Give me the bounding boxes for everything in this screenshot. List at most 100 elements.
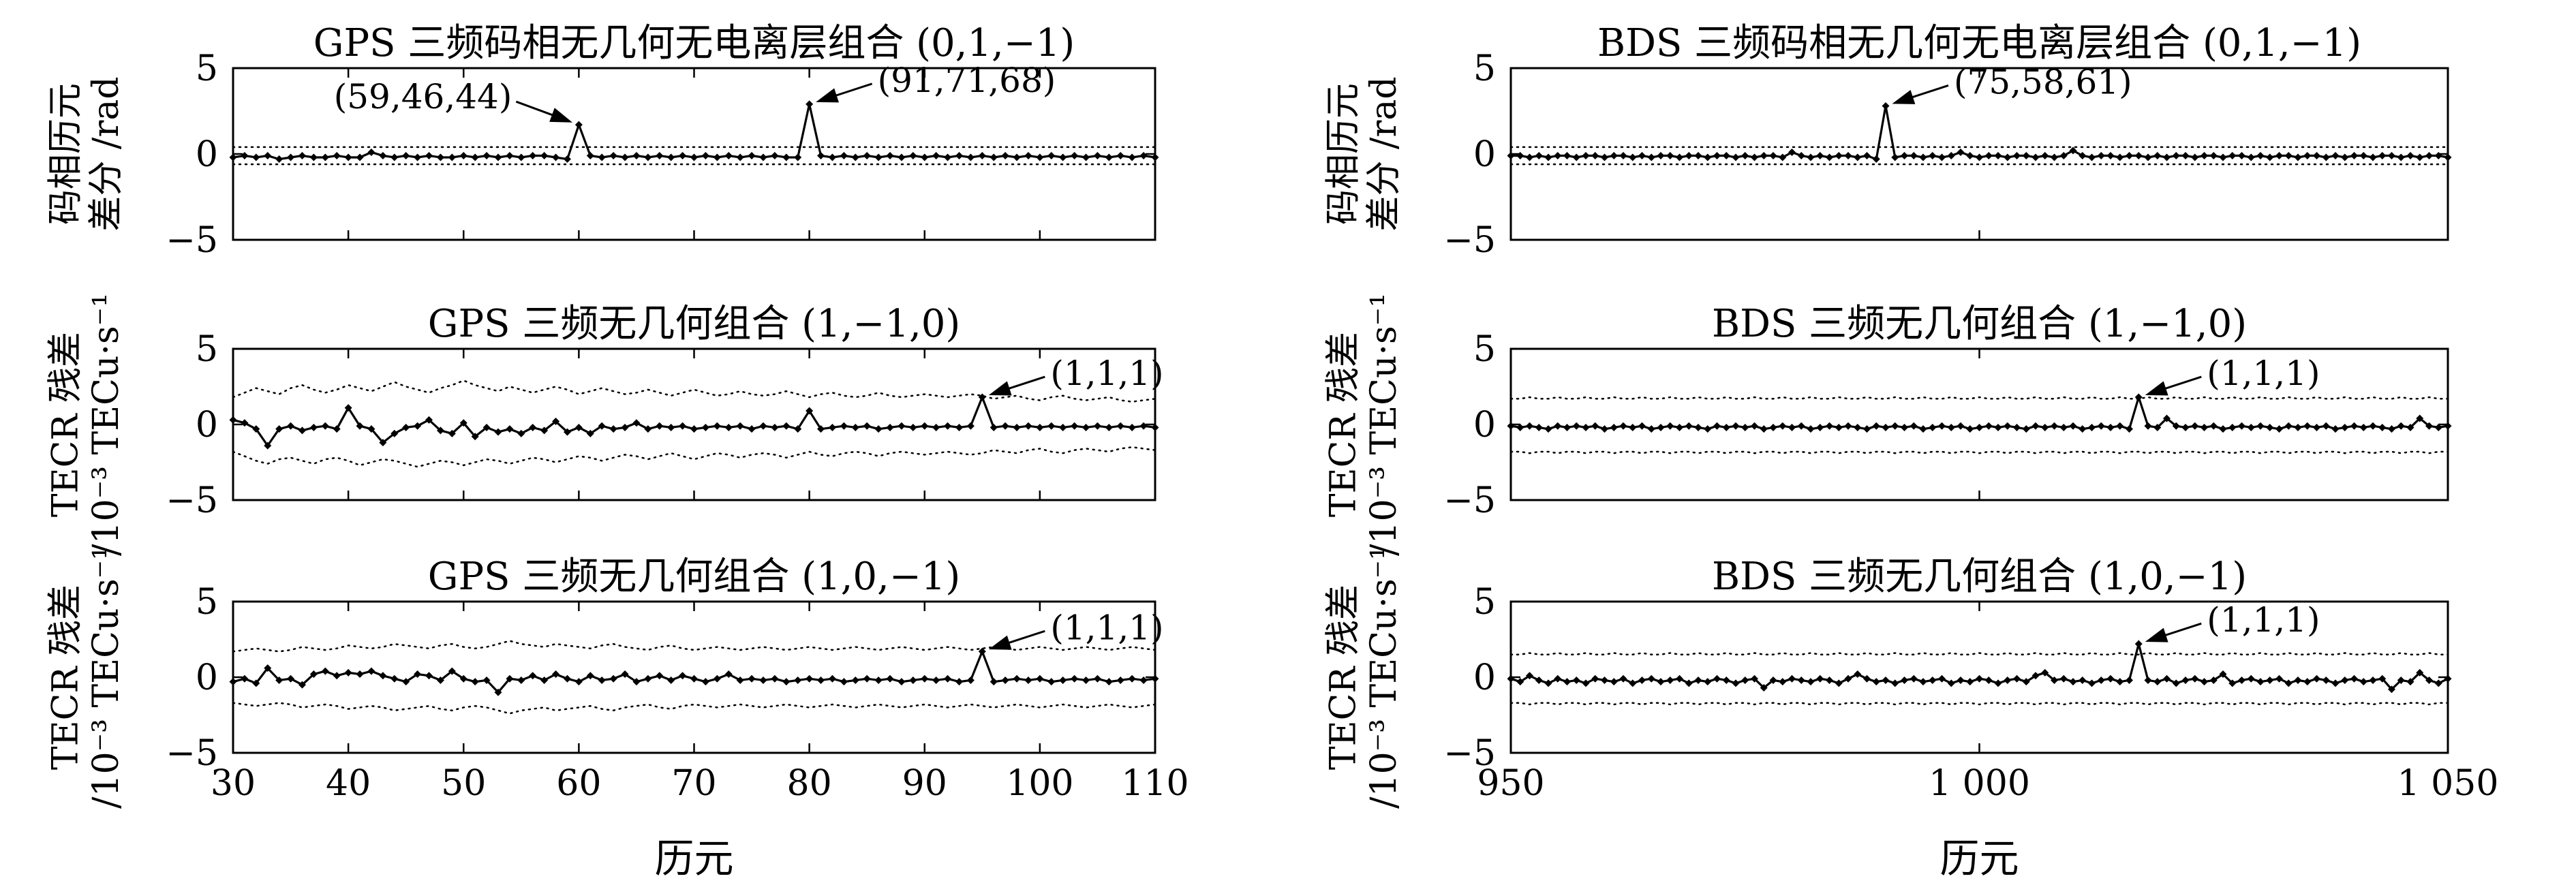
data-point	[1816, 423, 1824, 431]
data-point	[1151, 674, 1159, 683]
data-point	[724, 670, 733, 679]
data-point	[1966, 425, 1974, 433]
series-line	[1511, 106, 2449, 161]
data-point	[1891, 679, 1899, 687]
annotation-arrow-head	[988, 381, 1012, 396]
data-point	[2369, 153, 2377, 161]
data-point	[1835, 679, 1843, 687]
data-point	[966, 153, 975, 161]
data-point	[2153, 423, 2162, 431]
data-point	[909, 676, 917, 684]
y-axis-label-line: TECR 残差	[45, 332, 86, 517]
data-point	[817, 152, 825, 160]
data-point	[909, 423, 917, 431]
data-point	[459, 419, 467, 427]
data-point	[1657, 678, 1665, 686]
data-point	[598, 422, 606, 430]
data-point	[955, 423, 963, 431]
data-point	[621, 423, 629, 431]
data-point	[517, 429, 525, 437]
data-point	[2031, 422, 2040, 430]
data-point	[794, 676, 802, 684]
data-point	[2163, 414, 2171, 422]
data-point	[2247, 423, 2255, 431]
data-point	[2219, 153, 2227, 161]
data-point	[2256, 678, 2265, 686]
data-point	[898, 153, 906, 161]
data-point	[932, 423, 940, 431]
data-point	[1713, 674, 1721, 683]
data-point	[2388, 425, 2395, 433]
data-point	[298, 152, 306, 160]
data-point	[1128, 674, 1136, 683]
data-point	[1071, 674, 1079, 683]
data-point	[2097, 676, 2105, 684]
data-point	[1882, 102, 1890, 110]
data-point	[2444, 674, 2452, 683]
data-point	[1741, 676, 1749, 684]
data-point	[482, 152, 491, 160]
y-tick-label: 0	[1473, 405, 1496, 446]
data-point	[1610, 423, 1618, 431]
data-point	[1001, 676, 1009, 684]
data-point	[1563, 678, 1571, 686]
y-axis-label-line: /10⁻³ TECu·s⁻¹	[1364, 293, 1405, 556]
data-point	[402, 423, 410, 431]
data-point	[1024, 422, 1032, 430]
x-tick-label: 100	[1006, 763, 1073, 804]
data-point	[2444, 422, 2452, 430]
data-point	[1544, 153, 1552, 161]
data-point	[806, 100, 814, 108]
data-point	[1713, 152, 1721, 160]
y-tick-label: 5	[196, 582, 218, 623]
data-point	[782, 153, 791, 161]
data-point	[1984, 676, 1993, 684]
data-point	[2350, 152, 2358, 160]
annotation-arrow-head	[816, 88, 839, 103]
data-point	[1047, 422, 1056, 430]
data-point	[321, 422, 329, 430]
data-point	[517, 676, 525, 684]
data-point	[1976, 423, 1983, 431]
data-point	[2350, 422, 2358, 430]
y-tick-label: −5	[1443, 220, 1496, 261]
data-point	[2209, 152, 2218, 160]
data-point	[1572, 153, 1580, 161]
data-point	[1854, 423, 1862, 431]
data-point	[955, 678, 963, 686]
data-point	[944, 422, 952, 430]
data-point	[1976, 153, 1983, 161]
annotation-label: (91,71,68)	[878, 61, 1056, 100]
data-point	[2013, 423, 2021, 431]
data-point	[2191, 422, 2199, 430]
data-point	[540, 676, 549, 684]
data-point	[1713, 422, 1721, 430]
data-point	[517, 153, 525, 161]
data-point	[379, 439, 387, 447]
data-point	[2425, 152, 2433, 160]
threshold-upper-line	[232, 640, 1156, 653]
data-point	[241, 419, 249, 427]
data-point	[2059, 423, 2068, 431]
data-point	[1788, 674, 1796, 683]
data-point	[1751, 153, 1758, 161]
data-point	[1647, 153, 1655, 161]
data-point	[1116, 152, 1124, 160]
data-point	[2284, 679, 2293, 687]
data-point	[2397, 676, 2405, 684]
data-point	[2341, 423, 2349, 431]
data-point	[2331, 425, 2340, 433]
data-point	[1507, 674, 1515, 683]
data-point	[2116, 153, 2124, 161]
data-point	[287, 153, 295, 161]
data-point	[1591, 674, 1599, 683]
data-point	[309, 423, 318, 431]
data-point	[2051, 422, 2058, 430]
data-point	[1582, 152, 1590, 160]
data-point	[2444, 153, 2452, 161]
data-point	[1835, 423, 1843, 431]
data-point	[2294, 153, 2302, 161]
data-point	[264, 441, 272, 450]
data-point	[252, 679, 260, 687]
data-point	[448, 429, 456, 437]
